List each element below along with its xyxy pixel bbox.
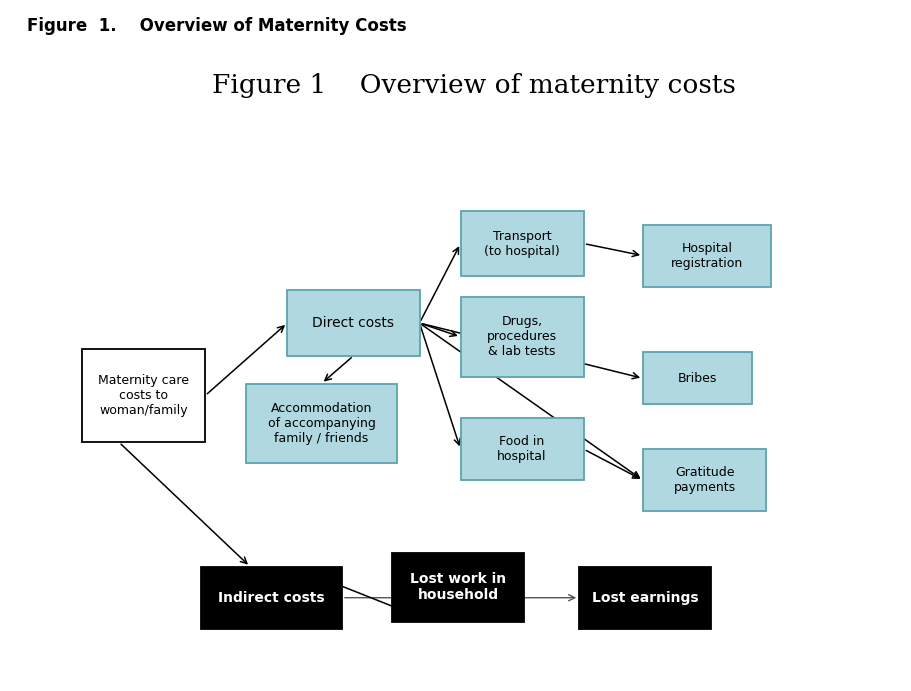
Text: Lost earnings: Lost earnings	[591, 591, 698, 605]
Text: Indirect costs: Indirect costs	[218, 591, 324, 605]
Text: Figure  1.    Overview of Maternity Costs: Figure 1. Overview of Maternity Costs	[27, 17, 406, 35]
FancyBboxPatch shape	[287, 290, 419, 356]
FancyBboxPatch shape	[460, 297, 583, 377]
FancyBboxPatch shape	[642, 225, 770, 287]
FancyBboxPatch shape	[642, 352, 752, 404]
FancyBboxPatch shape	[392, 553, 524, 622]
FancyBboxPatch shape	[82, 349, 205, 442]
Text: Bribes: Bribes	[677, 372, 717, 385]
FancyBboxPatch shape	[460, 418, 583, 480]
Text: Food in
hospital: Food in hospital	[496, 435, 547, 463]
FancyBboxPatch shape	[246, 384, 396, 463]
Text: Drugs,
procedures
& lab tests: Drugs, procedures & lab tests	[486, 315, 557, 359]
Text: Gratitude
payments: Gratitude payments	[672, 466, 735, 494]
Text: Transport
(to hospital): Transport (to hospital)	[484, 229, 559, 258]
FancyBboxPatch shape	[200, 567, 342, 629]
FancyBboxPatch shape	[578, 567, 711, 629]
FancyBboxPatch shape	[460, 211, 583, 276]
FancyBboxPatch shape	[642, 449, 765, 511]
Text: Hospital
registration: Hospital registration	[670, 242, 742, 269]
Text: Direct costs: Direct costs	[312, 316, 394, 330]
Text: Lost work in
household: Lost work in household	[410, 572, 506, 603]
Text: Maternity care
costs to
woman/family: Maternity care costs to woman/family	[98, 374, 189, 417]
Text: Accommodation
of accompanying
family / friends: Accommodation of accompanying family / f…	[267, 401, 375, 445]
Text: Figure 1    Overview of maternity costs: Figure 1 Overview of maternity costs	[212, 73, 735, 97]
